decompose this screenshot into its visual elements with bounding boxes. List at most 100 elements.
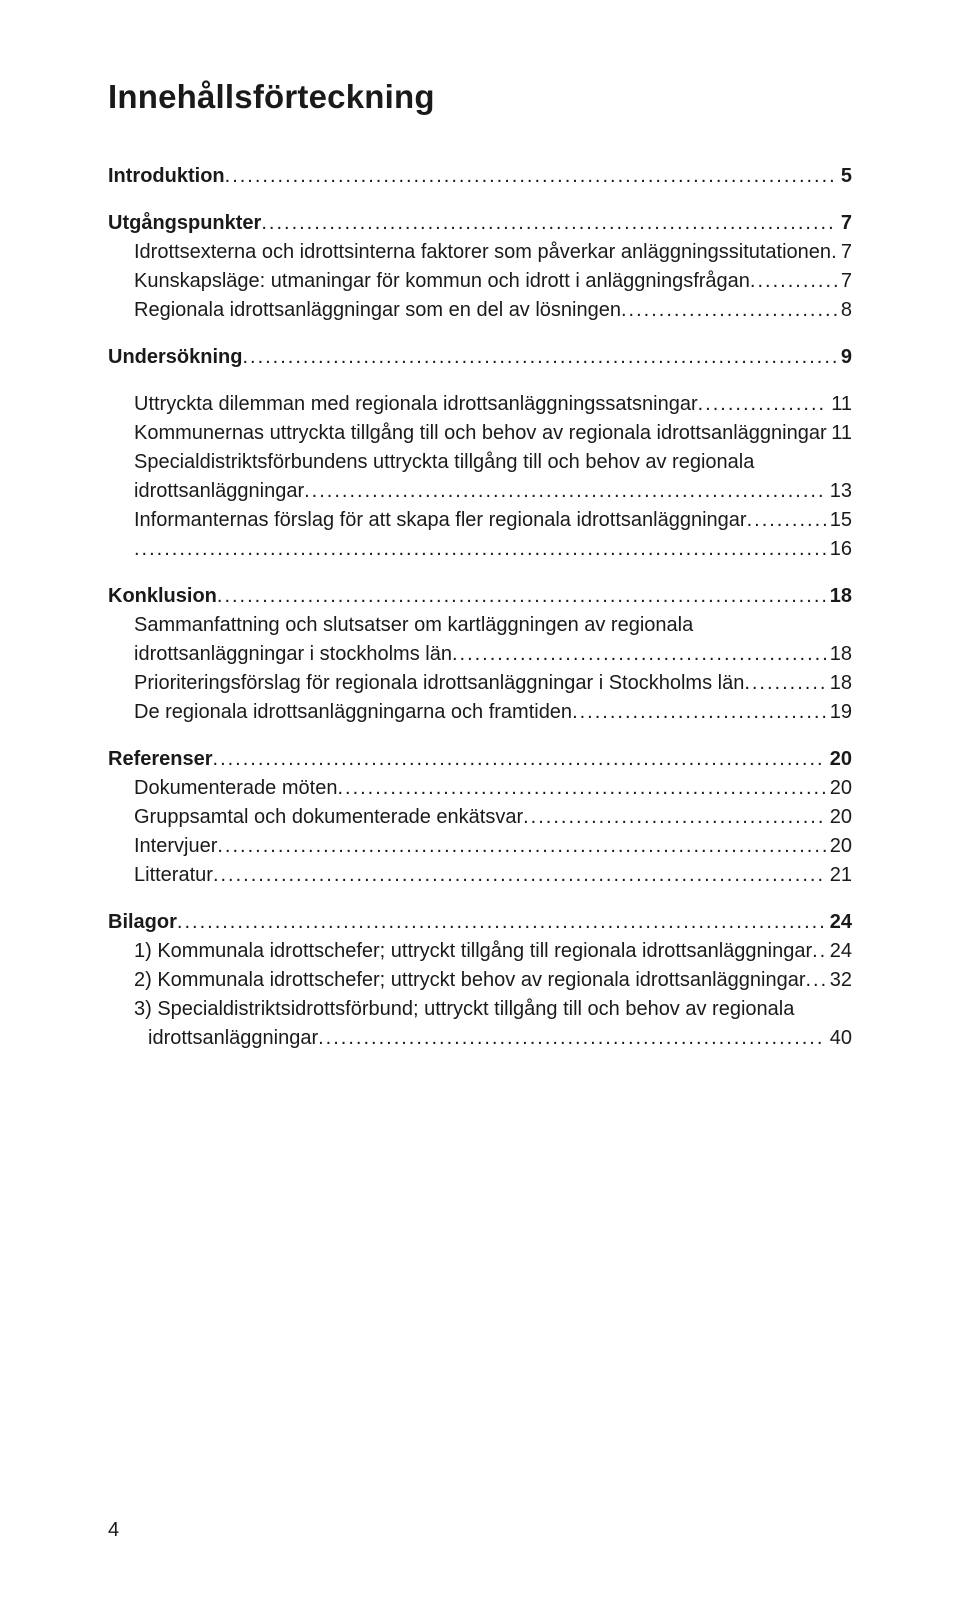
toc-item-label: Gruppsamtal och dokumenterade enkätsvar <box>134 803 523 832</box>
toc-item-row: Sammanfattning och slutsatser om kartläg… <box>108 611 852 669</box>
toc-item-row: Regionala idrottsanläggningar som en del… <box>108 296 852 325</box>
toc-leader <box>225 162 837 191</box>
toc-heading-row: Bilagor 24 <box>108 908 852 937</box>
toc-heading-label: Undersökning <box>108 343 242 372</box>
toc-heading-label: Konklusion <box>108 582 217 611</box>
toc-item-row: 2) Kommunala idrottschefer; uttryckt beh… <box>108 966 852 995</box>
toc-leader <box>213 745 826 774</box>
toc-item-label: Dokumenterade möten <box>134 774 337 803</box>
toc-leader <box>812 937 826 966</box>
toc-leader <box>177 908 826 937</box>
toc-item-label: Uttryckta dilemman med regionala idrotts… <box>134 390 698 419</box>
toc-section: Referenser 20 Dokumenterade möten 20 Gru… <box>108 745 852 890</box>
toc-item-label-line: idrottsanläggningar <box>148 1024 318 1053</box>
toc-leader <box>750 267 837 296</box>
toc-section: Bilagor 24 1) Kommunala idrottschefer; u… <box>108 908 852 1053</box>
toc-item-page: 40 <box>826 1024 852 1053</box>
toc-item-label: Regionala idrottsanläggningar som en del… <box>134 296 621 325</box>
toc-item-row: Litteratur 21 <box>108 861 852 890</box>
toc-item-row: Gruppsamtal och dokumenterade enkätsvar … <box>108 803 852 832</box>
toc-leader <box>217 832 825 861</box>
toc-item-row: Idrottsexterna och idrottsinterna faktor… <box>108 238 852 267</box>
toc-heading-page: 5 <box>837 162 852 191</box>
toc-leader <box>523 803 826 832</box>
toc-item-page: 19 <box>826 698 852 727</box>
toc-item-row: Kommunernas uttryckta tillgång till och … <box>108 419 852 448</box>
toc-item-label: Prioriteringsförslag för regionala idrot… <box>134 669 744 698</box>
toc-heading-page: 9 <box>837 343 852 372</box>
toc-leader <box>261 209 837 238</box>
toc-leader <box>698 390 828 419</box>
toc-item-page: 18 <box>826 669 852 698</box>
toc-heading-page: 20 <box>826 745 852 774</box>
toc-item-page: 20 <box>826 803 852 832</box>
toc-item-page: 21 <box>826 861 852 890</box>
toc-heading-page: 18 <box>826 582 852 611</box>
toc-item-row: Specialdistriktsförbundens uttryckta til… <box>108 448 852 506</box>
toc-item-label: Intervjuer <box>134 832 217 861</box>
toc-item-row-last: idrottsanläggningar 40 <box>108 1024 852 1053</box>
toc-item-row: Informanternas förslag för att skapa fle… <box>108 506 852 535</box>
toc-leader <box>134 535 826 564</box>
toc-item-row-last: idrottsanläggningar 13 <box>108 477 852 506</box>
toc-item-row: De regionala idrottsanläggningarna och f… <box>108 698 852 727</box>
toc-item-row: Kunskapsläge: utmaningar för kommun och … <box>108 267 852 296</box>
toc-leader <box>213 861 826 890</box>
toc-item-row: 16 <box>108 535 852 564</box>
toc-item-label: Kommunernas uttryckta tillgång till och … <box>134 419 827 448</box>
toc-item-row: 1) Kommunala idrottschefer; uttryckt til… <box>108 937 852 966</box>
page: Innehållsförteckning Introduktion 5 Utgå… <box>0 0 960 1606</box>
toc-section: Konklusion 18 Sammanfattning och slutsat… <box>108 582 852 727</box>
toc-item-page: 13 <box>826 477 852 506</box>
toc-heading-page: 7 <box>837 209 852 238</box>
toc-leader <box>744 669 825 698</box>
toc-heading-row: Introduktion 5 <box>108 162 852 191</box>
page-number: 4 <box>108 1519 119 1542</box>
toc-leader <box>747 506 826 535</box>
toc-leader <box>242 343 836 372</box>
toc-item-page: 11 <box>827 419 852 448</box>
toc-item-label-line: idrottsanläggningar i stockholms län <box>134 640 452 669</box>
toc-item-page: 32 <box>826 966 852 995</box>
toc-heading-row: Undersökning 9 <box>108 343 852 372</box>
toc-item-label: De regionala idrottsanläggningarna och f… <box>134 698 572 727</box>
toc-item-row: 3) Specialdistriktsidrottsförbund; uttry… <box>108 995 852 1053</box>
toc-item-row: Dokumenterade möten 20 <box>108 774 852 803</box>
toc-heading-row: Referenser 20 <box>108 745 852 774</box>
toc-heading-label: Bilagor <box>108 908 177 937</box>
toc-item-label-line: Specialdistriktsförbundens uttryckta til… <box>108 448 852 477</box>
toc-item-label-line: 3) Specialdistriktsidrottsförbund; uttry… <box>108 995 852 1024</box>
toc-leader <box>805 966 825 995</box>
toc-leader <box>621 296 837 325</box>
toc-item-page: 20 <box>826 774 852 803</box>
toc-heading-page: 24 <box>826 908 852 937</box>
toc-item-page: 16 <box>826 535 852 564</box>
toc-item-row: Intervjuer 20 <box>108 832 852 861</box>
toc-heading-row: Konklusion 18 <box>108 582 852 611</box>
toc-item-label-line: idrottsanläggningar <box>134 477 304 506</box>
toc-item-row: Prioriteringsförslag för regionala idrot… <box>108 669 852 698</box>
toc-item-label: Litteratur <box>134 861 213 890</box>
toc-leader <box>217 582 826 611</box>
table-of-contents: Introduktion 5 Utgångspunkter 7 Idrottse… <box>108 162 852 1053</box>
toc-item-page: 11 <box>827 390 852 419</box>
toc-item-row-last: idrottsanläggningar i stockholms län 18 <box>108 640 852 669</box>
toc-leader <box>337 774 825 803</box>
toc-leader <box>304 477 826 506</box>
toc-section: Uttryckta dilemman med regionala idrotts… <box>108 390 852 564</box>
toc-item-page: 24 <box>826 937 852 966</box>
toc-heading-label: Introduktion <box>108 162 225 191</box>
toc-item-page: 20 <box>826 832 852 861</box>
toc-item-page: 7 <box>837 267 852 296</box>
toc-section: Undersökning 9 <box>108 343 852 372</box>
toc-section: Utgångspunkter 7 Idrottsexterna och idro… <box>108 209 852 325</box>
toc-heading-label: Utgångspunkter <box>108 209 261 238</box>
page-title: Innehållsförteckning <box>108 78 852 116</box>
toc-item-page: 8 <box>837 296 852 325</box>
toc-item-label: Kunskapsläge: utmaningar för kommun och … <box>134 267 750 296</box>
toc-item-page: 7 <box>837 238 852 267</box>
toc-leader <box>318 1024 826 1053</box>
toc-heading-row: Utgångspunkter 7 <box>108 209 852 238</box>
toc-item-row: Uttryckta dilemman med regionala idrotts… <box>108 390 852 419</box>
toc-item-page: 15 <box>826 506 852 535</box>
